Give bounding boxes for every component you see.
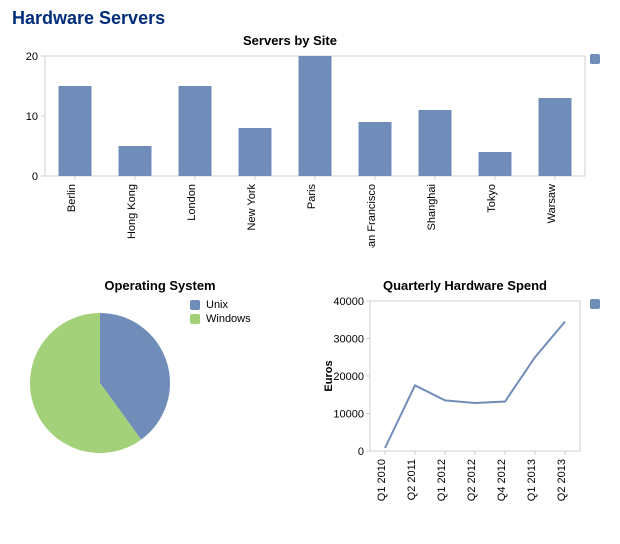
bar [239,128,272,176]
bar [419,110,452,176]
svg-text:San Francisco: San Francisco [366,184,378,248]
svg-text:Warsaw: Warsaw [546,184,558,223]
pie-chart-svg [10,293,190,463]
svg-text:Q2 2012: Q2 2012 [466,459,478,501]
svg-text:Hong Kong: Hong Kong [126,184,138,239]
svg-text:Euros: Euros [323,360,335,391]
svg-text:30000: 30000 [333,334,364,346]
bar [539,98,572,176]
svg-text:Q1 2012: Q1 2012 [436,459,448,501]
svg-text:10: 10 [26,111,38,123]
svg-text:New York: New York [246,184,258,231]
bar-chart-title: Servers by Site [0,33,610,48]
bar [59,86,92,176]
svg-text:10000: 10000 [333,409,364,421]
pie-legend-item: Windows [190,313,251,325]
bar [119,146,152,176]
svg-text:Q1 2013: Q1 2013 [526,459,538,501]
bar [179,86,212,176]
line-chart: Quarterly Hardware Spend 0 10000 20000 3000… [320,278,610,503]
svg-text:Paris: Paris [306,184,318,210]
svg-text:Tokyo: Tokyo [486,184,498,213]
svg-text:Q1 2010: Q1 2010 [376,459,388,501]
pie-legend-item: Unix [190,299,251,311]
pie-chart: Operating System Unix Windows [10,278,310,503]
pie-legend: Unix Windows [190,299,251,327]
svg-text:0: 0 [358,446,364,458]
line-chart-svg: 0 10000 20000 30000 40000 Euros Q1 2010 Q2 2011… [320,293,590,503]
bar [299,56,332,176]
bar-chart: Servers by Site 01020BerlinHong KongLond… [10,33,610,248]
bar-chart-svg: 0 10 20 Berlin Hong Kong London New York Paris S… [10,48,590,248]
bar-legend-marker [590,54,600,64]
line-series [385,322,565,448]
svg-text:0: 0 [32,171,38,183]
line-chart-title: Quarterly Hardware Spend [320,278,610,293]
svg-text:Shanghai: Shanghai [426,184,438,231]
svg-text:40000: 40000 [333,296,364,308]
svg-text:Berlin: Berlin [66,184,78,212]
svg-text:Q4 2012: Q4 2012 [496,459,508,501]
pie-chart-title: Operating System [10,278,310,293]
svg-text:Q2 2011: Q2 2011 [406,459,418,500]
svg-text:20: 20 [26,51,38,63]
svg-text:Q2 2013: Q2 2013 [556,459,568,501]
bar [479,152,512,176]
line-legend-marker [590,299,600,309]
bar [359,122,392,176]
svg-text:20000: 20000 [333,371,364,383]
svg-text:London: London [186,184,198,221]
page-title: Hardware Servers [12,8,610,29]
